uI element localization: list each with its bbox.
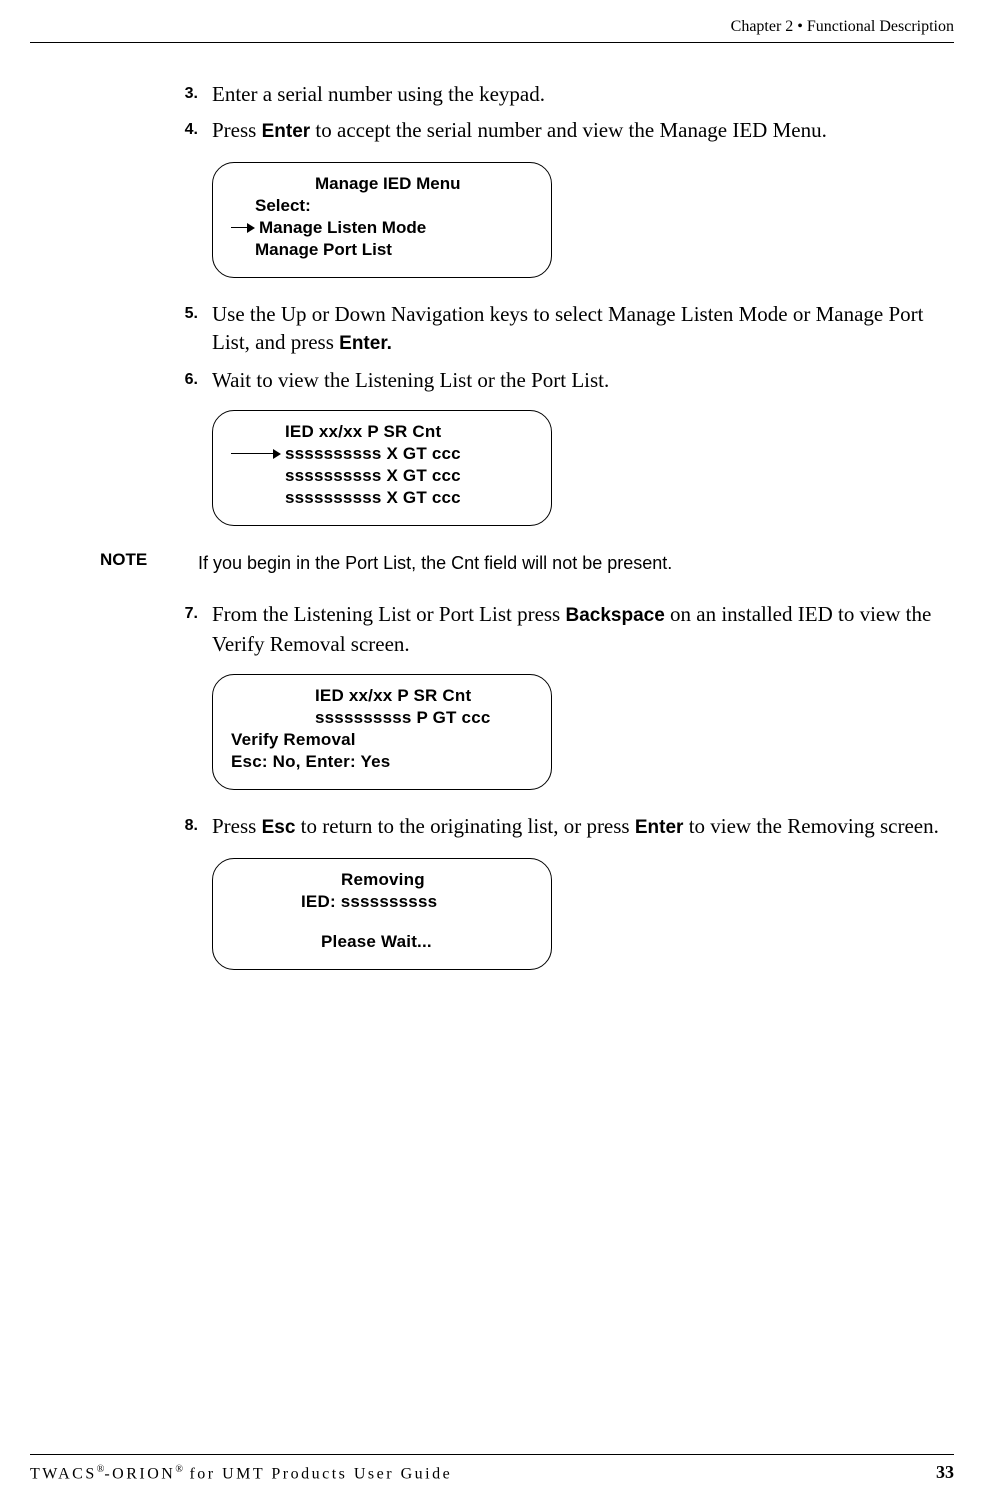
note-text: If you begin in the Port List, the Cnt f…	[198, 550, 944, 576]
screen-removing: Removing IED: ssssssssss Please Wait...	[212, 858, 944, 970]
key-enter: Enter.	[339, 333, 392, 354]
screen-header-row: IED xx/xx P SR Cnt	[285, 421, 441, 443]
screen-please-wait: Please Wait...	[321, 931, 432, 953]
screen-removing-title: Removing	[341, 869, 425, 891]
lcd-screen: Manage IED Menu Select: Manage Listen Mo…	[212, 162, 552, 278]
step-number: 7.	[160, 600, 212, 658]
step-text: Press Esc to return to the originating l…	[212, 812, 944, 842]
key-enter: Enter	[262, 121, 311, 142]
screen-verify-label: Verify Removal	[231, 729, 356, 751]
text-prefix: Press	[212, 118, 262, 142]
screen-ied-line: IED: ssssssssss	[301, 891, 437, 913]
arrow-icon	[231, 449, 281, 459]
note-block: NOTE If you begin in the Port List, the …	[100, 550, 944, 576]
screen-data-row: ssssssssss X GT ccc	[285, 487, 461, 509]
note-label: NOTE	[100, 550, 198, 576]
step-number: 3.	[160, 80, 212, 108]
footer-twacs: TWACS	[30, 1465, 97, 1482]
text-suffix: to accept the serial number and view the…	[310, 118, 827, 142]
step-text: Use the Up or Down Navigation keys to se…	[212, 300, 944, 358]
step-7: 7. From the Listening List or Port List …	[160, 600, 944, 658]
header-rule	[30, 42, 954, 43]
screen-manage-ied-menu: Manage IED Menu Select: Manage Listen Mo…	[212, 162, 944, 278]
text-prefix: From the Listening List or Port List pre…	[212, 602, 565, 626]
page-header-chapter: Chapter 2 • Functional Description	[731, 18, 954, 36]
screen-option-1: Manage Listen Mode	[259, 217, 426, 239]
step-number: 4.	[160, 116, 212, 146]
screen-prompt: Esc: No, Enter: Yes	[231, 751, 390, 773]
content-area: 3. Enter a serial number using the keypa…	[160, 80, 944, 992]
step-4: 4. Press Enter to accept the serial numb…	[160, 116, 944, 146]
step-number: 8.	[160, 812, 212, 842]
screen-option-2: Manage Port List	[255, 239, 392, 261]
footer-tail: for UMT Products User Guide	[183, 1465, 452, 1482]
key-esc: Esc	[262, 817, 296, 838]
page-number: 33	[936, 1462, 954, 1483]
step-number: 6.	[160, 366, 212, 394]
step-3: 3. Enter a serial number using the keypa…	[160, 80, 944, 108]
text-prefix: Use the Up or Down Navigation keys to se…	[212, 302, 924, 354]
footer-orion: -ORION	[104, 1465, 175, 1482]
screen-data-row: ssssssssss X GT ccc	[285, 465, 461, 487]
text-b: to return to the originating list, or pr…	[295, 814, 634, 838]
key-enter: Enter	[635, 817, 684, 838]
screen-header-row: IED xx/xx P SR Cnt	[315, 685, 471, 707]
step-number: 5.	[160, 300, 212, 358]
screen-select-label: Select:	[255, 195, 311, 217]
registered-icon: ®	[175, 1464, 183, 1475]
screen-ied-list: IED xx/xx P SR Cnt ssssssssss X GT ccc s…	[212, 410, 944, 526]
page-footer: TWACS®-ORION® for UMT Products User Guid…	[30, 1462, 954, 1483]
page: Chapter 2 • Functional Description 3. En…	[0, 0, 984, 1501]
lcd-screen: IED xx/xx P SR Cnt ssssssssss P GT ccc V…	[212, 674, 552, 790]
step-8: 8. Press Esc to return to the originatin…	[160, 812, 944, 842]
arrow-icon	[231, 223, 255, 233]
step-text: Enter a serial number using the keypad.	[212, 80, 944, 108]
text-a: Press	[212, 814, 262, 838]
text-c: to view the Removing screen.	[683, 814, 938, 838]
screen-data-row: ssssssssss X GT ccc	[285, 443, 461, 465]
footer-rule	[30, 1454, 954, 1455]
step-5: 5. Use the Up or Down Navigation keys to…	[160, 300, 944, 358]
lcd-screen: Removing IED: ssssssssss Please Wait...	[212, 858, 552, 970]
step-text: From the Listening List or Port List pre…	[212, 600, 944, 658]
lcd-screen: IED xx/xx P SR Cnt ssssssssss X GT ccc s…	[212, 410, 552, 526]
step-text: Press Enter to accept the serial number …	[212, 116, 944, 146]
step-text: Wait to view the Listening List or the P…	[212, 366, 944, 394]
screen-title: Manage IED Menu	[315, 173, 460, 195]
screen-verify-removal: IED xx/xx P SR Cnt ssssssssss P GT ccc V…	[212, 674, 944, 790]
step-6: 6. Wait to view the Listening List or th…	[160, 366, 944, 394]
key-backspace: Backspace	[565, 605, 664, 626]
screen-data-row: ssssssssss P GT ccc	[315, 707, 491, 729]
footer-product: TWACS®-ORION® for UMT Products User Guid…	[30, 1464, 452, 1483]
